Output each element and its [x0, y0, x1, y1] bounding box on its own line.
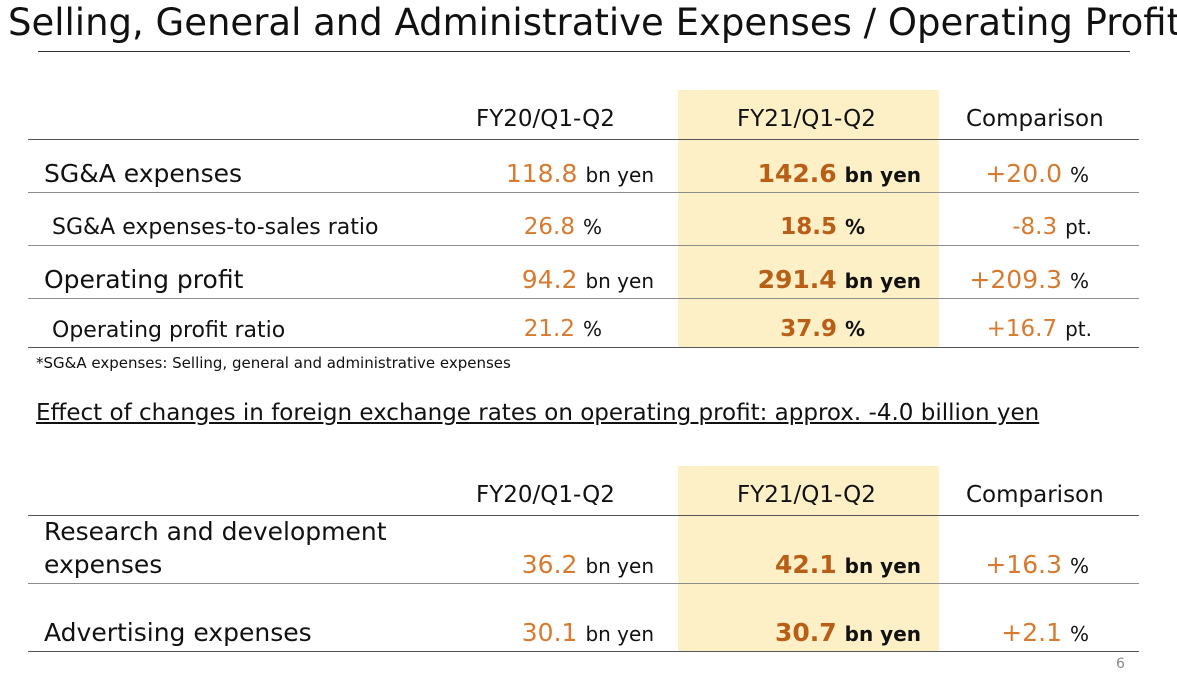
adv-comparison-value: +2.1%	[1001, 618, 1089, 647]
title-divider	[38, 51, 1130, 52]
op-profit-fy20-value: 94.2 bn yen	[521, 265, 654, 294]
page-number: 6	[1116, 656, 1125, 672]
adv-fy21-value: 30.7 bn yen	[774, 618, 921, 647]
column-header-fy20: FY20/Q1-Q2	[476, 106, 615, 132]
row-label-rnd-line2: expenses	[44, 550, 163, 579]
column-header-comparison: Comparison	[966, 106, 1104, 132]
row-label-op-profit-ratio: Operating profit ratio	[52, 318, 286, 343]
column-header-fy21: FY21/Q1-Q2	[737, 482, 876, 508]
table-divider	[28, 347, 1139, 348]
row-label-operating-profit: Operating profit	[44, 265, 244, 294]
op-ratio-fy20-value: 21.2%	[523, 316, 602, 342]
adv-fy20-value: 30.1 bn yen	[521, 618, 654, 647]
row-label-sga-ratio: SG&A expenses-to-sales ratio	[52, 215, 379, 240]
op-profit-fy21-value: 291.4 bn yen	[757, 265, 921, 294]
row-label-advertising: Advertising expenses	[44, 618, 312, 647]
table-divider	[28, 139, 1139, 140]
op-profit-comparison-value: +209.3%	[969, 265, 1089, 294]
sga-fy21-value: 142.6 bn yen	[757, 159, 921, 188]
row-label-rnd-line1: Research and development	[44, 517, 387, 546]
rnd-fy21-value: 42.1 bn yen	[774, 550, 921, 579]
fx-effect-statement: Effect of changes in foreign exchange ra…	[36, 400, 1040, 426]
rnd-comparison-value: +16.3%	[985, 550, 1089, 579]
table-divider	[28, 651, 1139, 652]
fy21-column-highlight	[678, 466, 939, 652]
column-header-fy20: FY20/Q1-Q2	[476, 482, 615, 508]
table-divider	[28, 515, 1139, 516]
rnd-fy20-value: 36.2 bn yen	[521, 550, 654, 579]
column-header-comparison: Comparison	[966, 482, 1104, 508]
table-divider	[28, 583, 1139, 584]
page-title: Selling, General and Administrative Expe…	[8, 1, 1177, 44]
op-ratio-comparison-value: +16.7 pt.	[986, 316, 1092, 342]
footnote: *SG&A expenses: Selling, general and adm…	[36, 354, 511, 372]
sga-comparison-value: +20.0%	[985, 159, 1089, 188]
table-divider	[28, 245, 1139, 246]
column-header-fy21: FY21/Q1-Q2	[737, 106, 876, 132]
op-ratio-fy21-value: 37.9%	[780, 316, 865, 342]
sga-fy20-value: 118.8 bn yen	[505, 159, 654, 188]
table-divider	[28, 192, 1139, 193]
table-divider	[28, 298, 1139, 299]
row-label-sga-expenses: SG&A expenses	[44, 159, 243, 188]
sga-ratio-comparison-value: -8.3 pt.	[1012, 214, 1092, 240]
fy21-column-highlight	[678, 90, 939, 348]
sga-ratio-fy20-value: 26.8%	[523, 214, 602, 240]
sga-ratio-fy21-value: 18.5%	[780, 214, 865, 240]
